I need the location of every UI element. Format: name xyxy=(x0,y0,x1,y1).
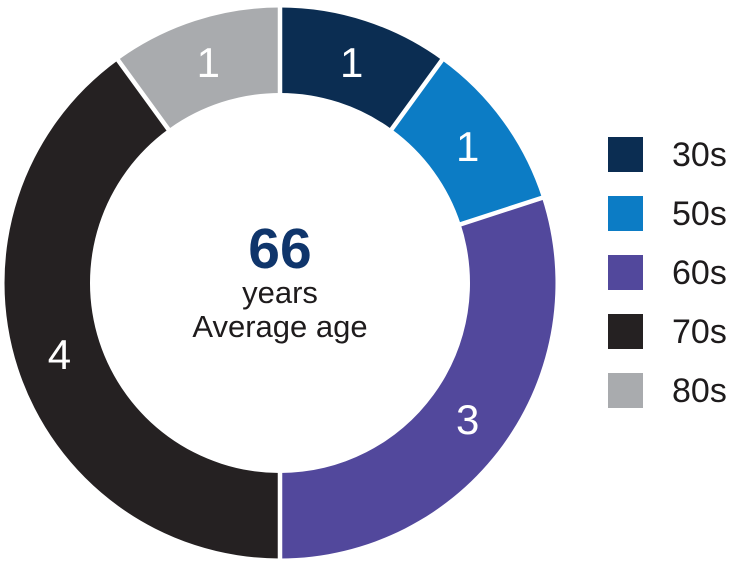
legend-swatch-50s xyxy=(608,196,643,231)
center-unit: years xyxy=(242,275,318,310)
donut-segment-80s xyxy=(118,7,280,130)
legend-item-70s: 70s xyxy=(608,314,727,349)
legend-label-30s: 30s xyxy=(672,135,727,174)
donut-segment-70s xyxy=(4,60,281,559)
center-value: 66 xyxy=(248,217,311,281)
segment-value-label-50s: 1 xyxy=(456,123,479,170)
legend-swatch-70s xyxy=(608,314,643,349)
legend-label-50s: 50s xyxy=(672,194,727,233)
legend-item-60s: 60s xyxy=(608,255,727,290)
segment-dividers xyxy=(113,3,547,563)
segment-value-label-30s: 1 xyxy=(340,39,363,86)
segment-divider xyxy=(113,55,173,134)
legend-item-80s: 80s xyxy=(608,373,727,408)
segment-value-label-60s: 3 xyxy=(456,396,479,443)
donut-center-text: 66 years Average age xyxy=(192,217,367,344)
legend-item-30s: 30s xyxy=(608,137,727,172)
center-caption: Average age xyxy=(192,309,367,344)
donut-segment-30s xyxy=(280,7,442,130)
segment-value-label-70s: 4 xyxy=(48,331,71,378)
legend-swatch-30s xyxy=(608,137,643,172)
legend-swatch-80s xyxy=(608,373,643,408)
segment-value-label-80s: 1 xyxy=(197,39,220,86)
legend-swatch-60s xyxy=(608,255,643,290)
legend-label-80s: 80s xyxy=(672,371,727,410)
legend-label-70s: 70s xyxy=(672,312,727,351)
segment-value-labels: 1 1 3 4 1 xyxy=(48,39,480,443)
donut-segment-50s xyxy=(391,60,542,225)
donut-segment-60s xyxy=(280,197,556,559)
legend: 30s 50s 60s 70s 80s xyxy=(608,137,727,408)
donut-segments xyxy=(4,7,556,559)
segment-divider xyxy=(387,55,447,134)
segment-divider xyxy=(456,194,547,228)
legend-item-50s: 50s xyxy=(608,196,727,231)
legend-label-60s: 60s xyxy=(672,253,727,292)
